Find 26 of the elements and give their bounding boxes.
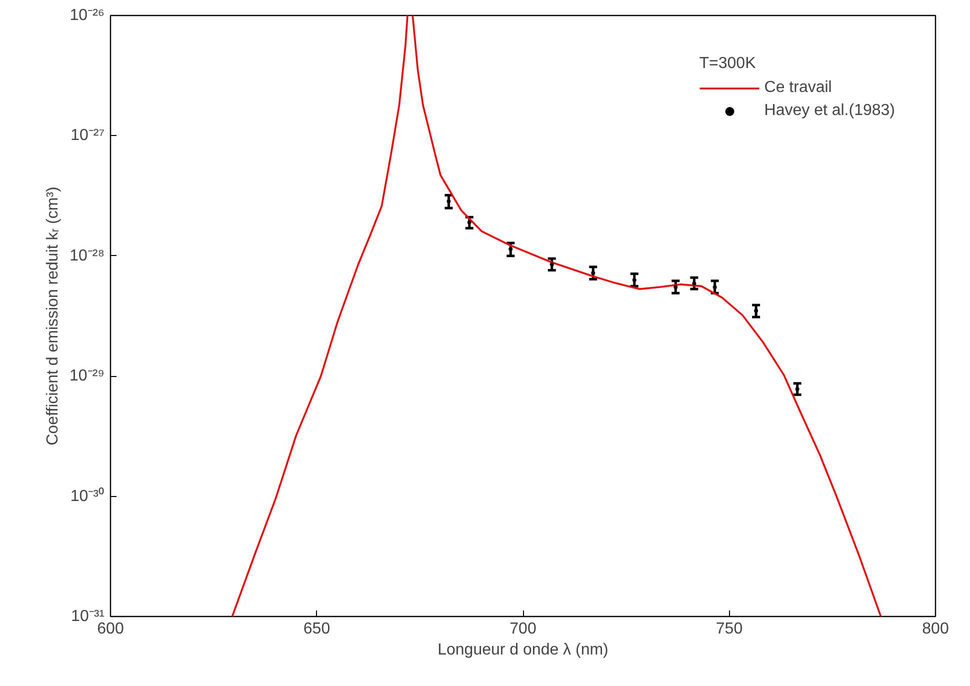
- point: [446, 199, 451, 204]
- point: [754, 308, 758, 313]
- y-tick-label: 10⁻²⁸: [70, 247, 104, 264]
- x-tick-label: 800: [922, 620, 949, 638]
- x-tick-label: 750: [716, 620, 743, 638]
- legend-label: Havey et al.(1983): [764, 102, 895, 120]
- x-axis-title: Longueur d onde λ (nm): [438, 642, 608, 658]
- y-tick-label: 10⁻²⁶: [70, 7, 105, 24]
- point: [795, 387, 800, 392]
- x-tick-label: 650: [303, 620, 330, 638]
- x-tick-label: 600: [97, 620, 124, 638]
- legend-label: Ce travail: [764, 79, 832, 97]
- x-tick-label: 700: [510, 620, 536, 638]
- point: [692, 281, 696, 286]
- point: [674, 285, 678, 290]
- y-axis-title: Coefficient d emission reduit kᵣ (cm³): [44, 186, 62, 446]
- y-tick-label: 10⁻²⁷: [70, 127, 105, 144]
- point: [632, 278, 636, 282]
- point: [467, 220, 472, 224]
- y-tick-label: 10⁻²⁹: [70, 368, 105, 385]
- point: [508, 247, 513, 252]
- point: [591, 271, 596, 276]
- y-tick-label: 10⁻³⁰: [70, 486, 104, 505]
- legend-title: T=300K: [699, 55, 757, 73]
- point: [712, 285, 717, 290]
- point: [550, 262, 554, 266]
